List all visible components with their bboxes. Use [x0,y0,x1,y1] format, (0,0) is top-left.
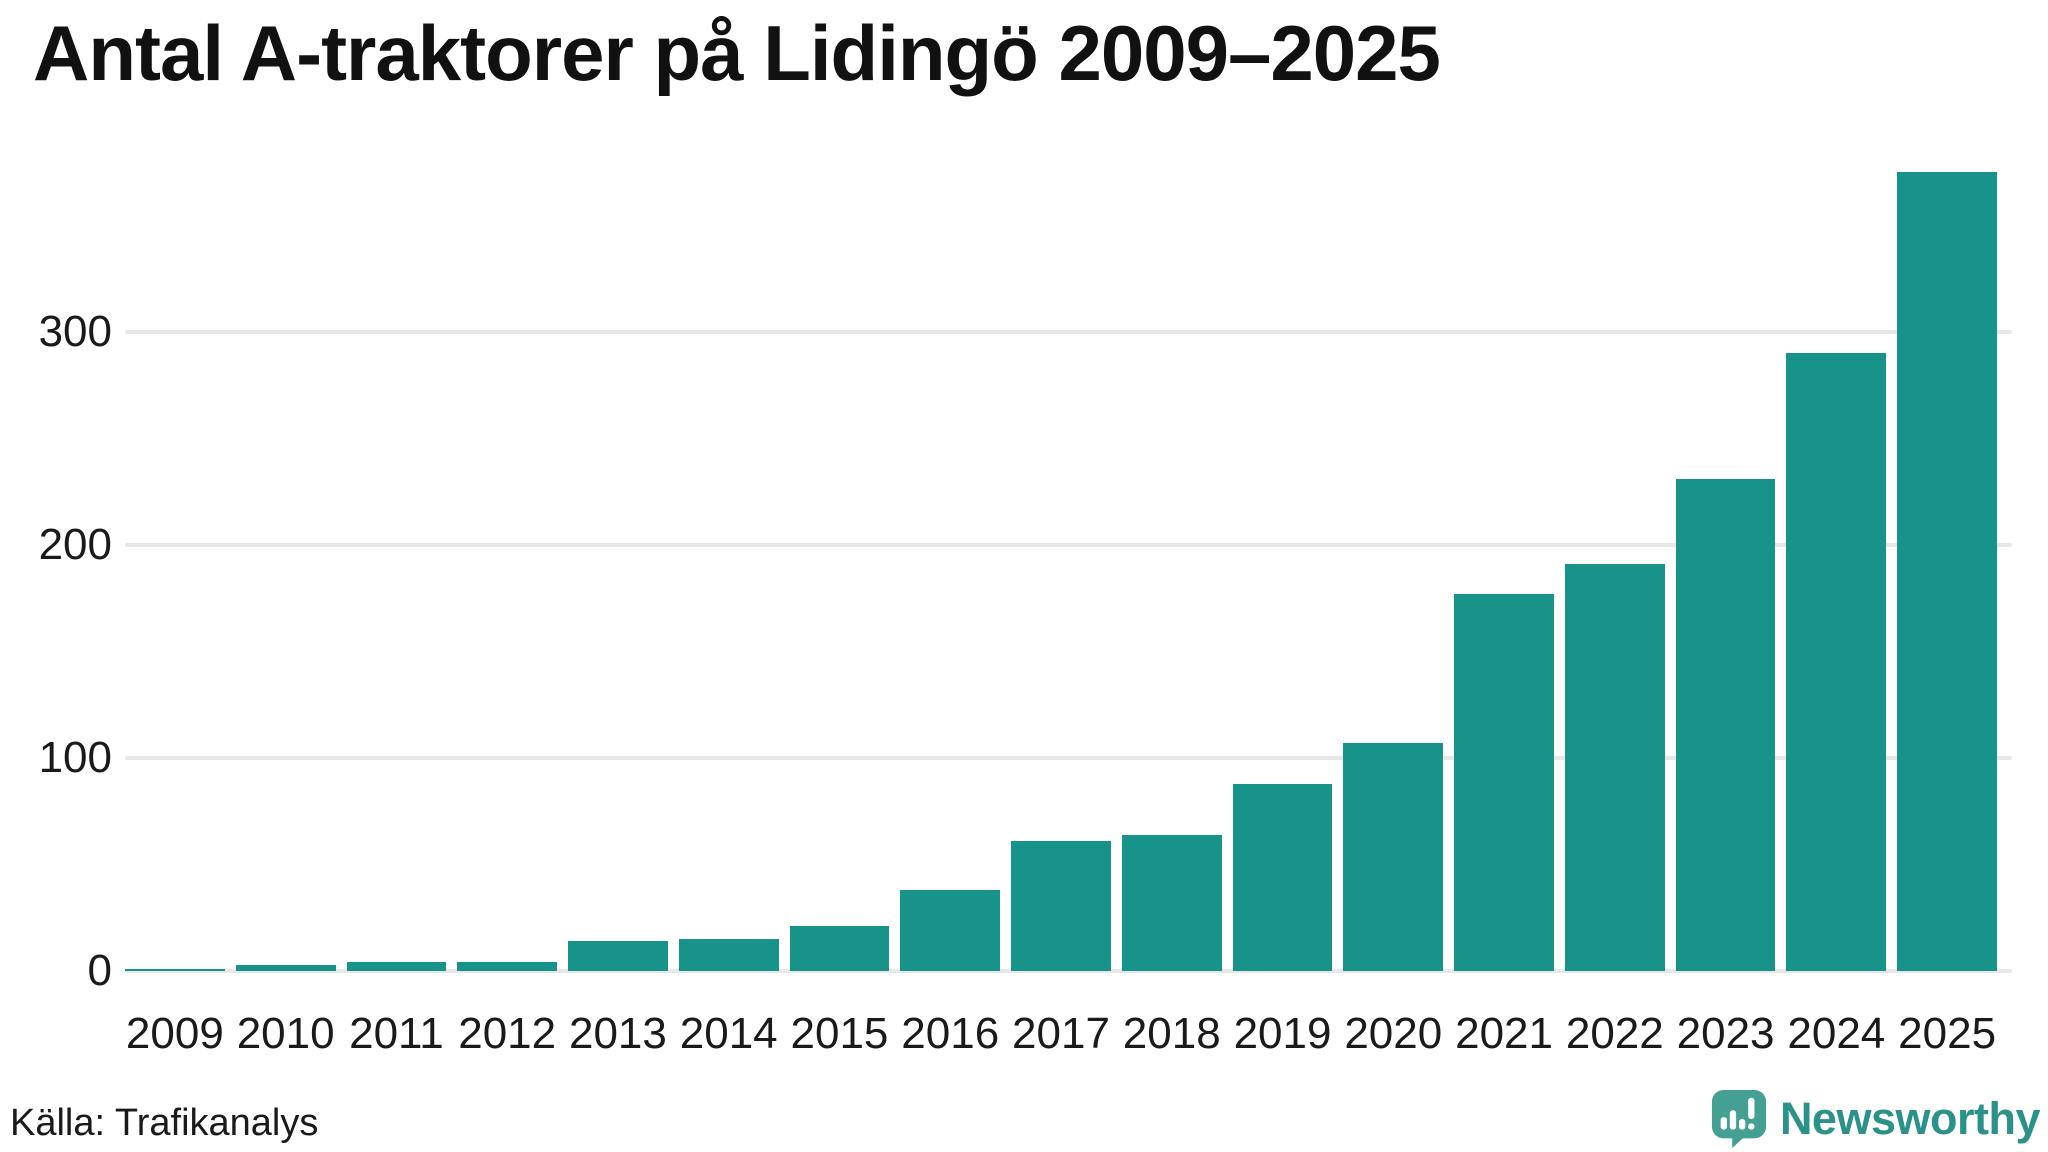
bar-2010 [235,964,336,971]
bar-2015 [789,926,890,971]
bar-2016 [900,890,1001,971]
source-caption: Källa: Trafikanalys [10,1102,319,1144]
x-axis-tick-label: 2025 [1898,1009,1997,1058]
x-axis-tick-label: 2009 [125,1009,224,1058]
x-axis-tick-label: 2017 [1012,1009,1110,1058]
bar-2022 [1564,564,1665,971]
x-axis-tick-label: 2013 [568,1009,667,1058]
bar-2018 [1121,834,1222,971]
x-axis-tick-label: 2010 [236,1009,335,1058]
x-axis-tick-label: 2018 [1122,1009,1221,1058]
gridline-y-0 [125,969,2012,973]
x-axis-tick-label: 2016 [901,1009,1000,1058]
x-axis-tick-label: 2014 [679,1009,778,1058]
newsworthy-logo: Newsworthy [1710,1088,2041,1150]
bar-2023 [1675,478,1776,971]
gridline-y-100 [125,756,2012,760]
newsworthy-icon [1711,1090,1767,1148]
x-axis-tick-label: 2012 [458,1009,557,1058]
x-axis-tick-label: 2023 [1676,1009,1775,1058]
bar-2013 [568,941,668,971]
y-axis-tick-label: 100 [38,733,112,782]
bar-2014 [678,939,779,971]
x-axis-tick-label: 2011 [349,1009,444,1058]
x-axis-tick-label: 2022 [1565,1009,1664,1058]
x-axis-tick-label: 2021 [1455,1009,1553,1058]
y-axis-tick-label: 300 [38,307,112,356]
y-axis-tick-label: 200 [38,520,112,569]
x-axis-tick-label: 2024 [1787,1009,1886,1058]
gridline-y-300 [125,330,2012,334]
chart-title: Antal A-traktorer på Lidingö 2009–2025 [33,9,1441,97]
bar-2017 [1011,841,1111,971]
bar-2024 [1786,353,1887,971]
bar-2009 [125,968,225,971]
bar-2019 [1232,783,1333,971]
x-axis-tick-label: 2019 [1233,1009,1332,1058]
newsworthy-wordmark: Newsworthy [1779,1093,2041,1144]
x-axis-tick-label: 2020 [1344,1009,1443,1058]
bar-2021 [1454,593,1554,971]
gridline-y-200 [125,543,2012,547]
bar-2011 [346,962,447,971]
x-axis-tick-label: 2015 [790,1009,889,1058]
bar-2012 [457,962,558,971]
bar-2020 [1343,743,1444,971]
bar-2025 [1897,172,1997,971]
y-axis-tick-label: 0 [87,946,112,995]
